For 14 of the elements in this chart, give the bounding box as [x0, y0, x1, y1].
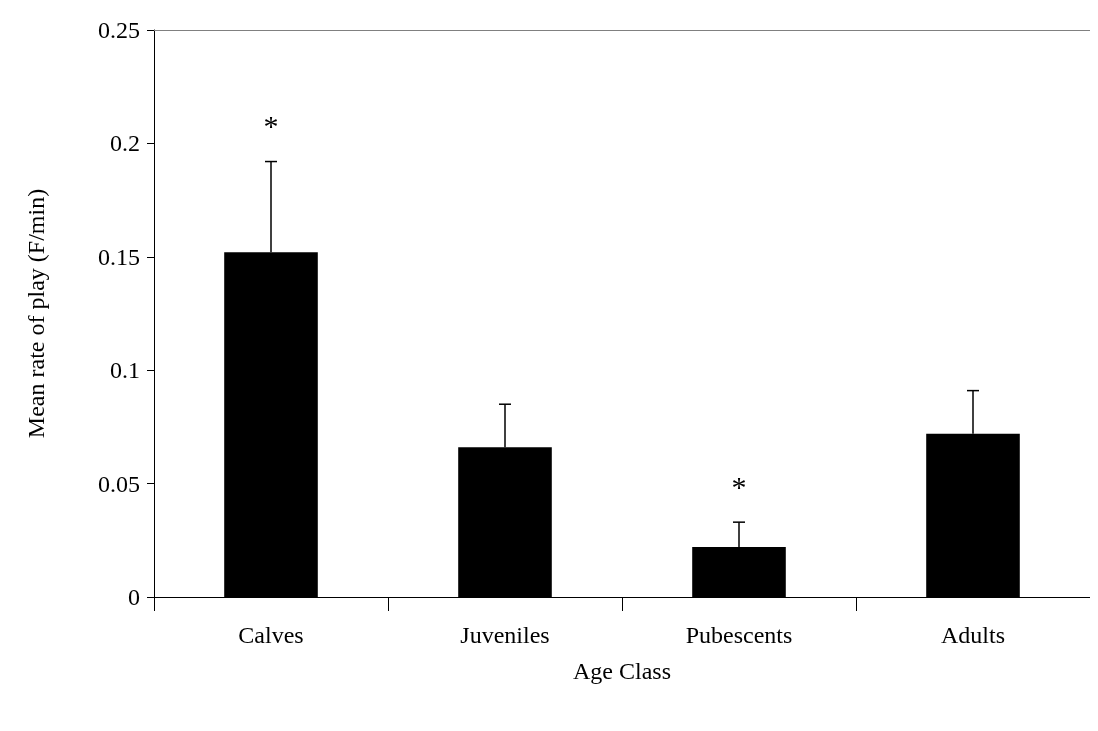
y-tick-label: 0.25 — [98, 17, 140, 43]
y-tick-label: 0 — [128, 584, 140, 610]
x-tick-label: Adults — [940, 622, 1006, 648]
x-axis-title: Age Class — [573, 658, 671, 684]
annotation: * — [731, 469, 747, 503]
annotation: * — [263, 109, 279, 143]
y-tick-label: 0.2 — [110, 130, 140, 157]
x-tick-label: Juveniles — [460, 622, 550, 648]
y-axis-title: Mean rate of play (F/min) — [23, 188, 49, 439]
y-tick-label: 0.05 — [98, 470, 140, 497]
y-tick-label: 0.15 — [98, 243, 140, 270]
x-tick-label: Pubescents — [685, 622, 793, 648]
x-tick-label: Calves — [238, 622, 304, 648]
y-tick-label: 0.1 — [110, 357, 140, 384]
